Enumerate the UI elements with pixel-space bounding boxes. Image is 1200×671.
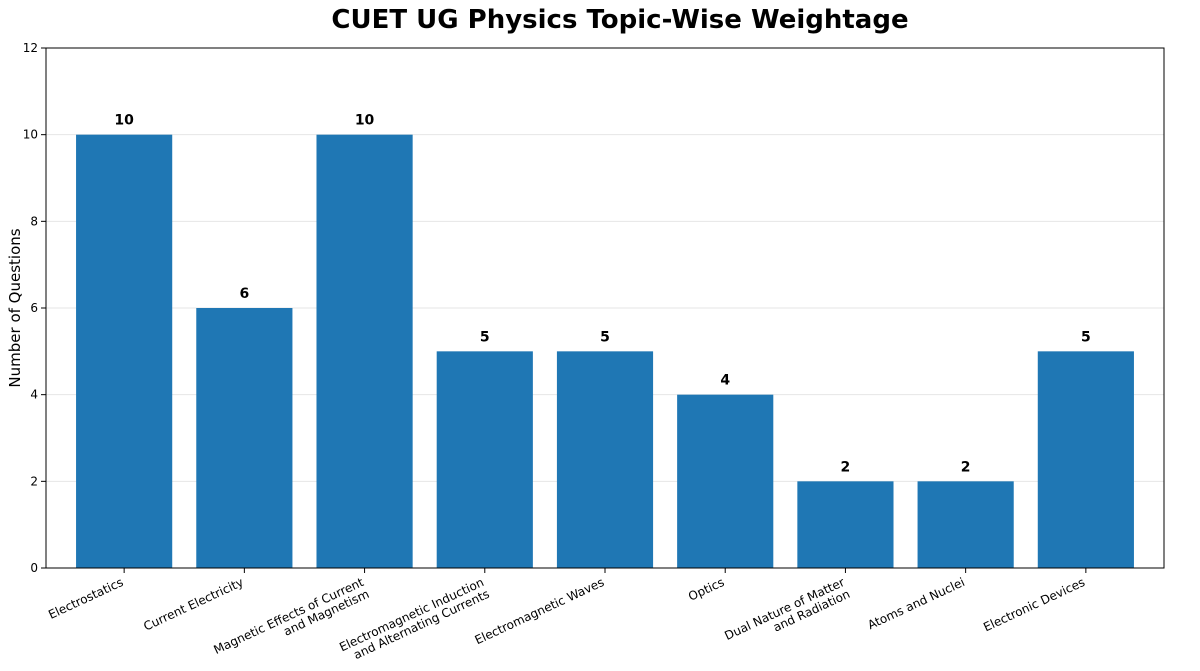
chart-title: CUET UG Physics Topic-Wise Weightage <box>331 5 908 35</box>
x-axis: Electrostatics Current ElectricityMagneti… <box>46 568 1087 662</box>
x-tick-label: Current Electricity <box>141 575 245 634</box>
bar-value-label: 2 <box>841 459 851 475</box>
y-tick-label: 0 <box>30 561 38 575</box>
bar-value-label: 5 <box>1081 329 1091 345</box>
bar-value-label: 10 <box>114 113 134 129</box>
bar-value-label: 5 <box>480 329 490 345</box>
x-tick-label: Dual Nature of Matterand Radiation <box>722 575 852 655</box>
y-tick-label: 6 <box>30 301 38 315</box>
y-axis-label: Number of Questions <box>6 228 24 387</box>
bar-value-label: 2 <box>961 459 971 475</box>
x-tick-label-line: Electromagnetic Waves <box>473 575 607 647</box>
bar <box>797 481 894 568</box>
bar <box>1037 351 1134 568</box>
bar-value-label: 5 <box>600 329 610 345</box>
x-tick-label-line: Atoms and Nuclei <box>865 575 966 632</box>
bar <box>316 134 413 568</box>
bar-value-label: 10 <box>355 113 375 129</box>
bar-value-label: 4 <box>720 373 730 389</box>
y-tick-label: 10 <box>23 128 38 142</box>
x-tick-label-line: Electronic Devices <box>981 575 1087 634</box>
bar-value-label: 6 <box>239 286 249 302</box>
x-tick-label: Atoms and Nuclei <box>865 575 966 632</box>
y-axis: 0 2 4 6 8 10 12 <box>23 41 46 575</box>
bar <box>677 394 774 568</box>
x-tick-label-line: Optics <box>686 575 726 604</box>
x-tick-label: Optics <box>686 575 726 604</box>
bar <box>196 308 293 568</box>
x-tick-label: Electromagnetic Waves <box>473 575 607 647</box>
y-tick-label: 2 <box>30 474 38 488</box>
x-tick-label: Electrostatics <box>46 575 125 622</box>
bar <box>917 481 1014 568</box>
y-tick-label: 8 <box>30 214 38 228</box>
y-tick-label: 4 <box>30 388 38 402</box>
x-tick-label-line: Electrostatics <box>46 575 125 622</box>
bars: 10 6 10 5 5 4 2 2 5 <box>76 113 1134 568</box>
y-tick-label: 12 <box>23 41 38 55</box>
x-tick-label-line: Current Electricity <box>141 575 245 634</box>
bar <box>556 351 654 568</box>
bar <box>436 351 533 568</box>
x-tick-label: Electronic Devices <box>981 575 1087 634</box>
bar <box>76 134 173 568</box>
